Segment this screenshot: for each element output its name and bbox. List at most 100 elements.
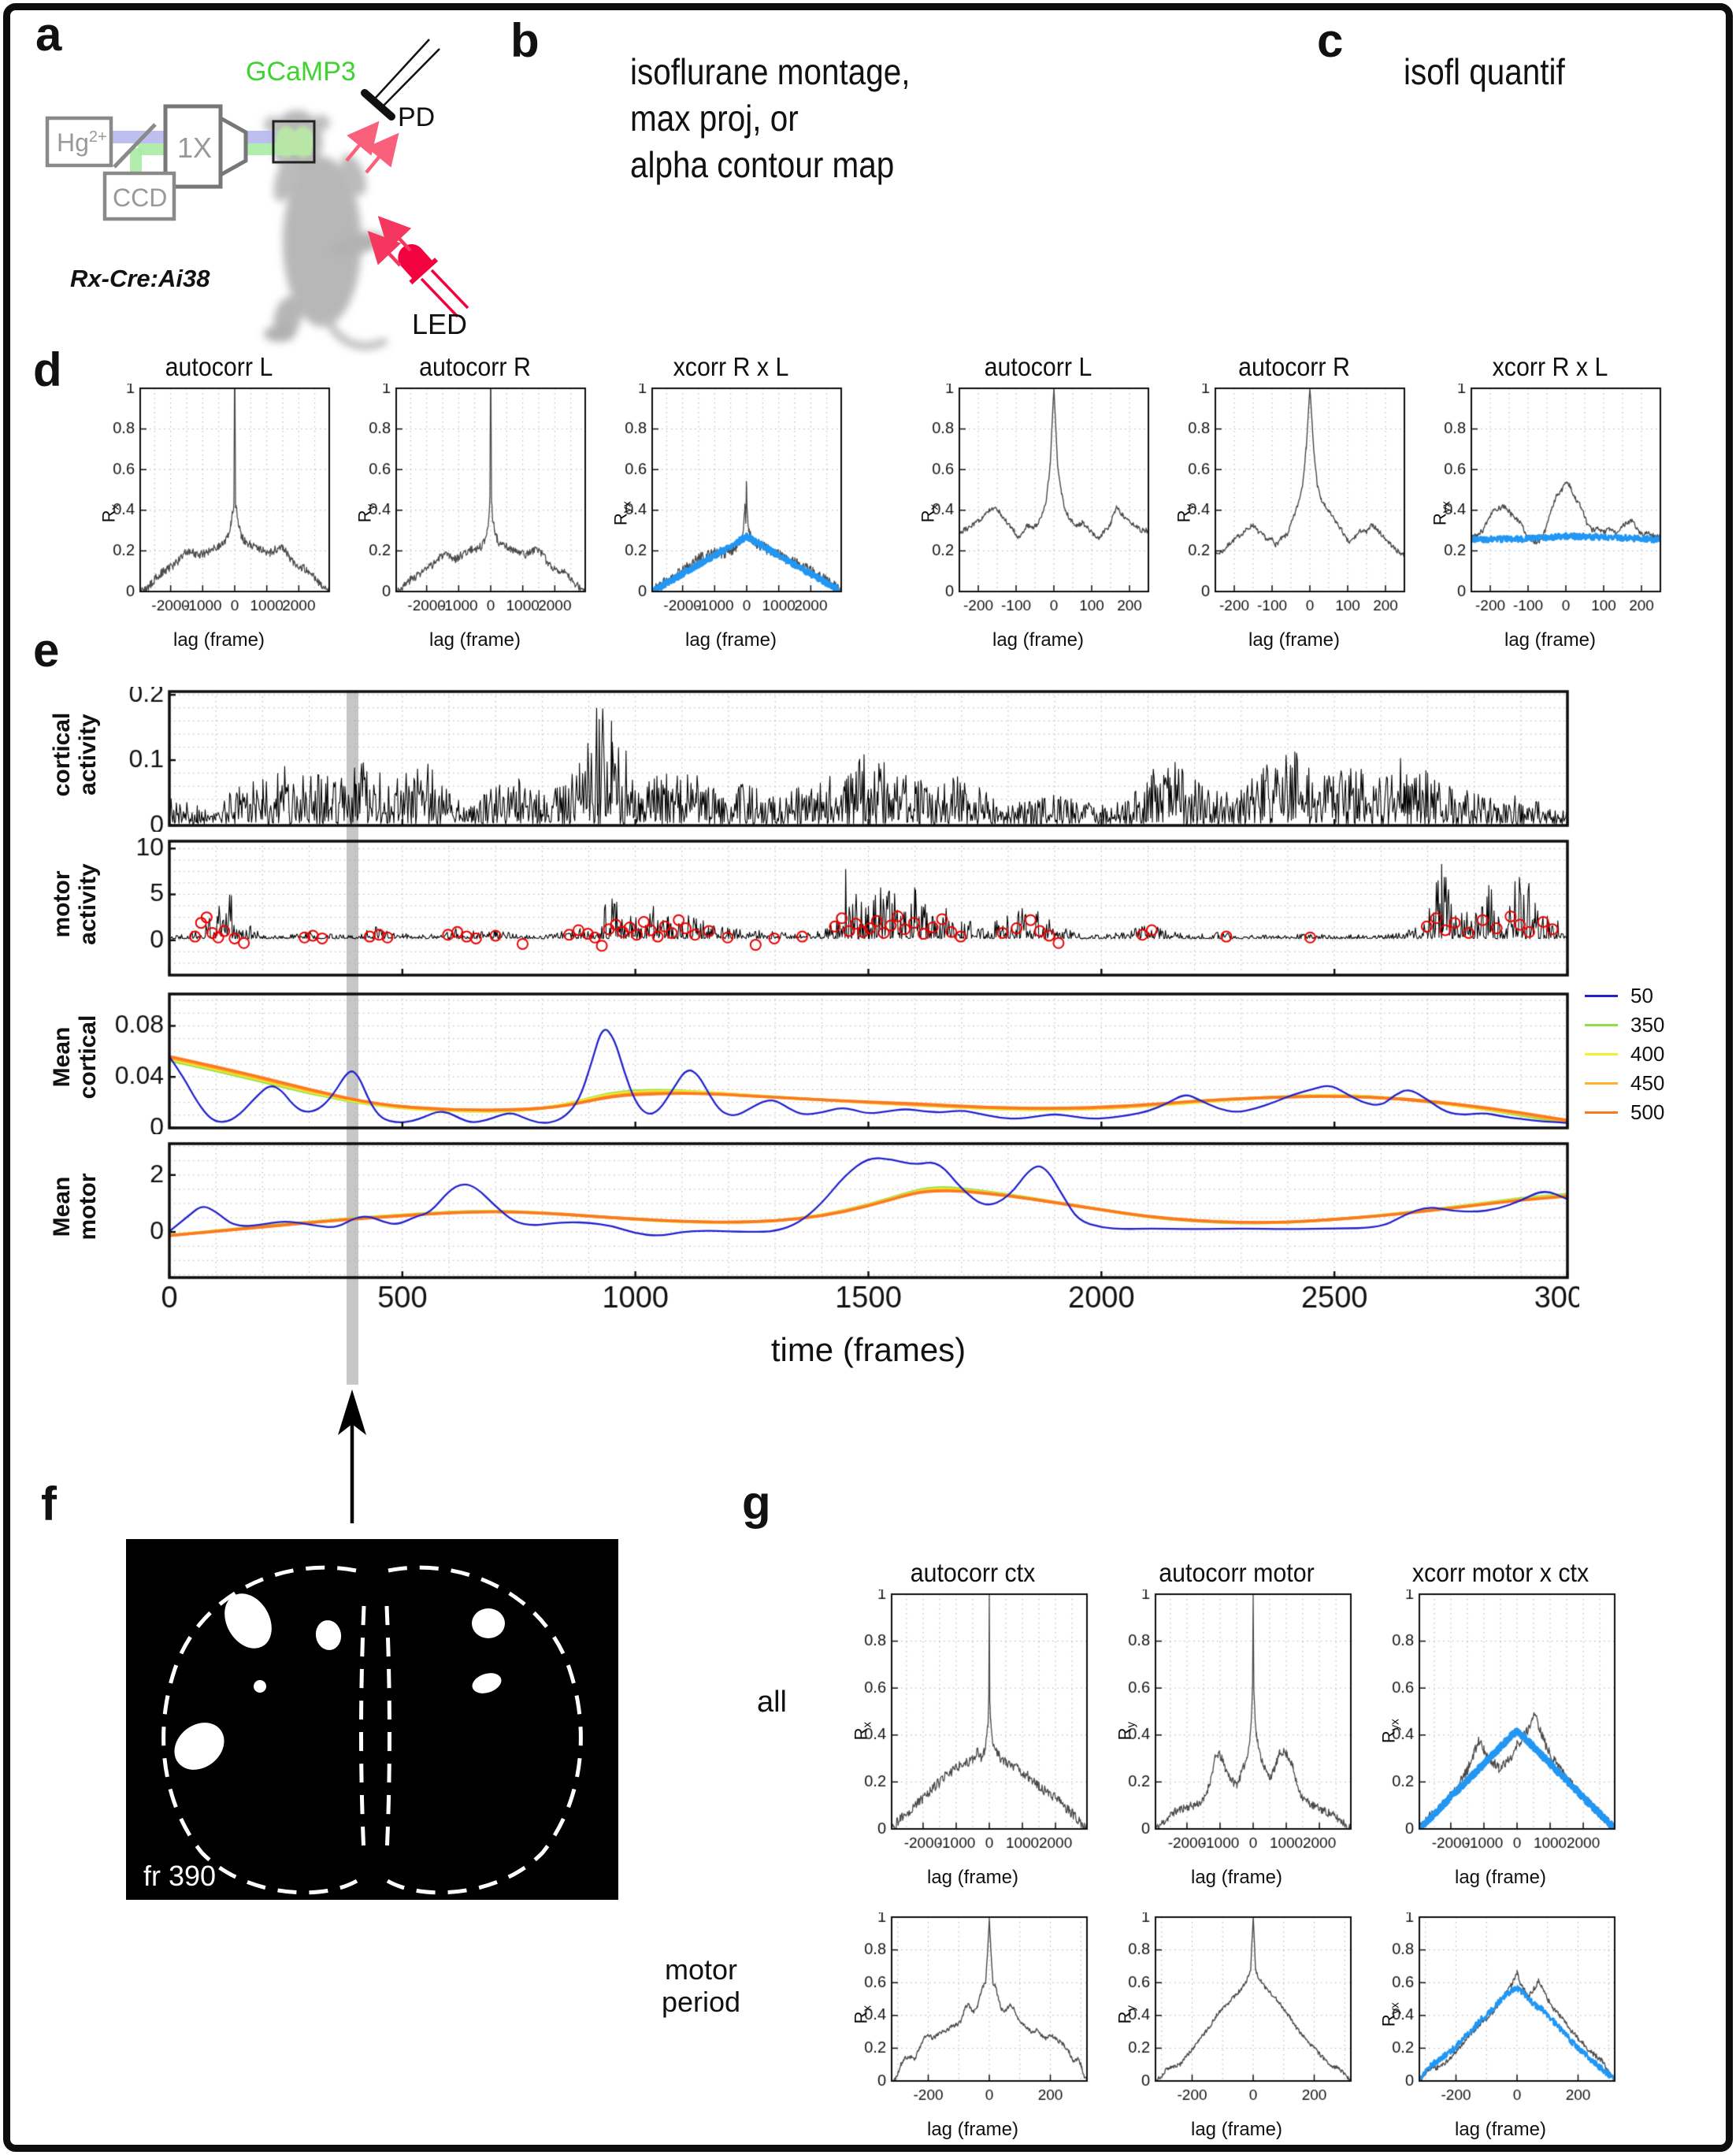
legend-item-450: 450 [1585, 1069, 1664, 1098]
plot-autocorr-R-wide: autocorr R Ry lag (frame) [354, 352, 593, 659]
row-label-motor-activity: motor activity [49, 863, 101, 945]
svg-text:Hg2+: Hg2+ [57, 128, 107, 157]
plot-canvas [851, 1912, 1095, 2117]
panel-a-schematic: Hg2+ 1X CCD GCaMP3 PD [45, 39, 469, 351]
led-label: LED [412, 308, 467, 340]
objective-label: 1X [177, 132, 212, 164]
pd-label: PD [398, 102, 435, 132]
plot-xlabel: lag (frame) [428, 629, 521, 651]
panel-f-label: f [41, 1478, 57, 1530]
plot-xcorr-motor-ctx: xcorr motor x ctx Ryx lag (frame) [1378, 1558, 1623, 1897]
window-size-legend: 50 350 400 450 500 [1585, 981, 1664, 1127]
emission-beam-vertical [130, 148, 142, 173]
plot-title: autocorr ctx [910, 1558, 1036, 1587]
plot-xlabel: lag (frame) [992, 629, 1085, 651]
brain-outline-dashed [161, 1565, 583, 1895]
legend-item-350: 350 [1585, 1011, 1664, 1040]
plot-xlabel: lag (frame) [172, 629, 265, 651]
plot-title: autocorr R [419, 352, 531, 381]
hg-lamp-box: Hg2+ [45, 116, 113, 168]
plot-canvas [1378, 1589, 1623, 1865]
plot-autocorr-R-narrow: autocorr R Ry lag (frame) [1174, 352, 1412, 659]
plot-title: autocorr L [165, 352, 273, 381]
plot-xlabel: lag (frame) [1190, 1867, 1283, 1888]
plot-title: xcorr R x L [673, 352, 789, 381]
panel-a-label: a [35, 8, 62, 61]
plot-canvas [1115, 1589, 1359, 1865]
plot-xcorr-motor-ctx-motor-period: Ryx lag (frame) [1378, 1912, 1623, 2141]
plot-canvas [1432, 384, 1668, 628]
hg-label: Hg [57, 128, 89, 157]
frame-number-text: fr 390 [143, 1860, 216, 1892]
plot-canvas [1378, 1912, 1623, 2117]
mean-cortical-canvas [114, 989, 1579, 1134]
panel-b-label: b [510, 14, 540, 67]
plot-xlabel: lag (frame) [926, 2119, 1019, 2140]
panel-d-label: d [33, 343, 62, 396]
led-icon [398, 244, 469, 318]
hg-superscript: 2+ [89, 128, 107, 146]
plot-autocorr-motor-motor-period: Ry lag (frame) [1115, 1912, 1359, 2141]
legend-line-450 [1585, 1082, 1618, 1085]
row-label-motor-period: motor period [661, 1953, 741, 2019]
panel-b-text: isoflurane montage, max proj, or alpha c… [630, 51, 911, 185]
row-label-mean-motor: Mean motor [49, 1173, 101, 1241]
plot-title: autocorr R [1238, 352, 1350, 381]
plot-title: autocorr L [984, 352, 1092, 381]
legend-line-50 [1585, 995, 1618, 997]
legend-item-50: 50 [1585, 981, 1664, 1011]
plot-canvas [851, 1589, 1095, 1865]
plot-canvas [357, 384, 593, 628]
legend-line-500 [1585, 1111, 1618, 1114]
ccd-camera-box: CCD [102, 171, 176, 221]
panel-c-text: isofl quantif [1404, 51, 1565, 92]
plot-autocorr-ctx-motor-period: Rx lag (frame) [851, 1912, 1095, 2141]
plot-canvas [101, 384, 337, 628]
plot-xcorr-RxL-wide: xcorr R x L Ryx lag (frame) [610, 352, 849, 659]
plot-autocorr-L-wide: autocorr L Rx lag (frame) [98, 352, 337, 659]
plot-xcorr-RxL-narrow: xcorr R x L Ryx lag (frame) [1430, 352, 1668, 659]
cortical-activity-canvas [114, 687, 1579, 832]
plot-canvas [613, 384, 849, 628]
cranial-window [272, 120, 316, 164]
active-region-blobs [174, 1593, 505, 1770]
panel-c-label: c [1317, 14, 1344, 67]
plot-canvas [920, 384, 1156, 628]
legend-item-400: 400 [1585, 1040, 1664, 1069]
plot-xlabel: lag (frame) [1190, 2119, 1283, 2140]
plot-autocorr-motor: autocorr motor Ry lag (frame) [1115, 1558, 1359, 1897]
plot-xlabel: lag (frame) [926, 1867, 1019, 1888]
legend-line-400 [1585, 1053, 1618, 1055]
plot-title: autocorr motor [1159, 1558, 1315, 1587]
led-light-arrows [367, 216, 412, 267]
panel-g-label: g [742, 1476, 771, 1529]
row-label-all: all [756, 1686, 788, 1719]
photodiode-icon [361, 39, 440, 121]
legend-item-500: 500 [1585, 1098, 1664, 1127]
frame-pointer-arrow [338, 1389, 366, 1523]
plot-canvas [1115, 1912, 1359, 2117]
plot-autocorr-ctx: autocorr ctx Rx lag (frame) [851, 1558, 1095, 1897]
gcamp3-label: GCaMP3 [246, 57, 356, 87]
row-label-mean-cortical: Mean cortical [49, 1014, 101, 1100]
mean-motor-canvas [114, 1139, 1579, 1333]
mouse-line-label: Rx-Cre:Ai38 [70, 265, 210, 292]
pd-light-arrows [345, 121, 399, 174]
motor-activity-canvas [114, 836, 1579, 981]
plot-xlabel: lag (frame) [1504, 629, 1597, 651]
ccd-label: CCD [113, 184, 167, 212]
plot-xlabel: lag (frame) [1454, 1867, 1547, 1888]
plot-autocorr-L-narrow: autocorr L Rx lag (frame) [918, 352, 1156, 659]
legend-line-350 [1585, 1024, 1618, 1026]
panel-e-label: e [33, 624, 60, 677]
plot-canvas [1176, 384, 1412, 628]
plot-xlabel: lag (frame) [684, 629, 777, 651]
plot-title: xcorr R x L [1492, 352, 1608, 381]
plot-xlabel: lag (frame) [1454, 2119, 1547, 2140]
time-axis-label: time (frames) [770, 1331, 966, 1368]
dichroic-mirror [113, 123, 157, 169]
plot-title: xcorr motor x ctx [1411, 1558, 1589, 1587]
plot-xlabel: lag (frame) [1248, 629, 1341, 651]
panel-f-brain-mask: fr 390 [126, 1539, 618, 1900]
